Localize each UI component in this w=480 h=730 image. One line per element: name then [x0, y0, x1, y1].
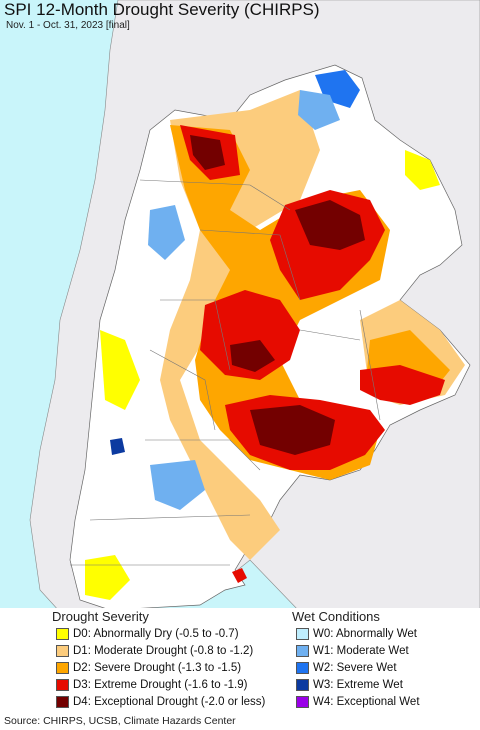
legend-item-w2: W2: Severe Wet [296, 662, 397, 674]
d2-swatch [56, 662, 69, 674]
d4-area [190, 135, 225, 170]
d4-area-central [230, 340, 275, 372]
w1-swatch [296, 645, 309, 657]
legend-item-w0: W0: Abnormally Wet [296, 628, 417, 640]
w1-area-north [298, 90, 340, 130]
legend-item-d2: D2: Severe Drought (-1.3 to -1.5) [56, 662, 241, 674]
page-title: SPI 12-Month Drought Severity (CHIRPS) [4, 0, 320, 19]
legend-item-d0: D0: Abnormally Dry (-0.5 to -0.7) [56, 628, 239, 640]
w2-swatch [296, 662, 309, 674]
legend-item-label: D4: Exceptional Drought (-2.0 or less) [73, 696, 266, 708]
legend-item-w1: W1: Moderate Wet [296, 645, 409, 657]
legend-item-d3: D3: Extreme Drought (-1.6 to -1.9) [56, 679, 247, 691]
legend-item-label: D2: Severe Drought (-1.3 to -1.5) [73, 662, 242, 674]
legend-item-label: W3: Extreme Wet [313, 679, 403, 691]
d0-area-west [85, 555, 130, 600]
w4-swatch [296, 696, 309, 708]
d1-swatch [56, 645, 69, 657]
d4-area-north [295, 200, 365, 250]
legend-item-label: W2: Severe Wet [313, 662, 397, 674]
d0-swatch [56, 628, 69, 640]
legend-item-label: D3: Extreme Drought (-1.6 to -1.9) [73, 679, 248, 691]
legend-item-d4: D4: Exceptional Drought (-2.0 or less) [56, 696, 265, 708]
w3-swatch [296, 679, 309, 691]
d0-area-northeast [405, 150, 440, 190]
page-subtitle: Nov. 1 - Oct. 31, 2023 [final] [6, 20, 130, 31]
d3-area-central [200, 290, 300, 380]
legend-item-w3: W3: Extreme Wet [296, 679, 403, 691]
legend-drought-title: Drought Severity [52, 609, 149, 624]
legend-item-d1: D1: Moderate Drought (-0.8 to -1.2) [56, 645, 253, 657]
legend-wet-title: Wet Conditions [292, 609, 380, 624]
w0-swatch [296, 628, 309, 640]
legend-item-label: W4: Exceptional Wet [313, 696, 420, 708]
province-boundaries [70, 179, 381, 566]
legend-item-label: W1: Moderate Wet [313, 645, 409, 657]
w3-area-west [110, 438, 125, 455]
d3-area-east [360, 365, 445, 405]
legend-item-w4: W4: Exceptional Wet [296, 696, 420, 708]
d3-swatch [56, 679, 69, 691]
w1-area-northwest [148, 205, 185, 260]
d4-area-south [250, 405, 335, 455]
legend: Drought Severity Wet Conditions D0: Abno… [0, 608, 480, 712]
source-credit: Source: CHIRPS, UCSB, Climate Hazards Ce… [4, 715, 236, 727]
w1-area-southwest [150, 460, 205, 510]
legend-item-label: D0: Abnormally Dry (-0.5 to -0.7) [73, 628, 239, 640]
legend-item-label: D1: Moderate Drought (-0.8 to -1.2) [73, 645, 254, 657]
d0-area [100, 330, 140, 410]
d4-swatch [56, 696, 69, 708]
d3-area-patagonia [232, 568, 247, 583]
drought-map [0, 0, 480, 612]
legend-item-label: W0: Abnormally Wet [313, 628, 417, 640]
